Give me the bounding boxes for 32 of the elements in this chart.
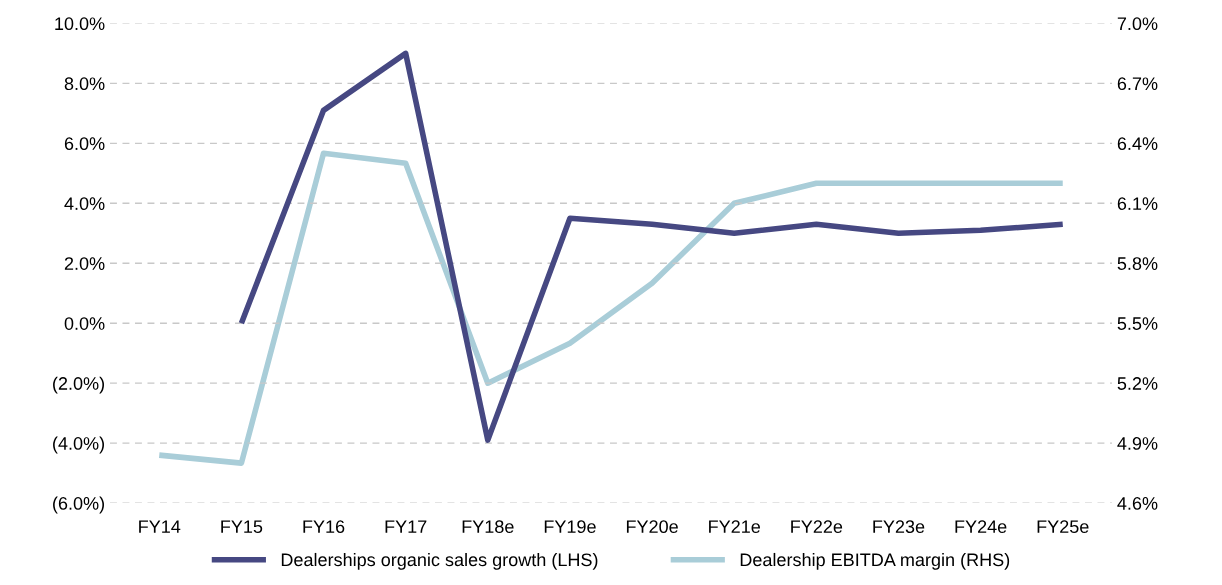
x-tick-label: FY22e xyxy=(791,520,843,534)
y-tick-label: (6.0%) xyxy=(53,496,104,514)
y2-tick-label: 5.5% xyxy=(1117,317,1158,330)
x-tick-label: FY15 xyxy=(221,520,263,534)
legend-label: Dealerships organic sales growth (LHS) xyxy=(281,552,598,570)
x-tick-label: FY19e xyxy=(544,520,596,534)
y-tick-label: 8.0% xyxy=(64,77,105,91)
y-tick-label: 10.0% xyxy=(55,17,105,31)
y-tick-label: 4.0% xyxy=(64,197,105,211)
x-tick-label: FY17 xyxy=(385,520,427,533)
y2-tick-label: 4.6% xyxy=(1117,497,1158,510)
y2-tick-label: 7.0% xyxy=(1117,17,1158,31)
y2-tick-label: 6.7% xyxy=(1117,77,1158,91)
y-tick-label: 6.0% xyxy=(64,137,105,151)
y2-tick-label: 6.1% xyxy=(1117,197,1158,211)
x-tick-label: FY23e xyxy=(873,520,925,534)
y-tick-label: (4.0%) xyxy=(53,436,104,454)
legend-label: Dealership EBITDA margin (RHS) xyxy=(740,552,1010,570)
y2-tick-label: 5.8% xyxy=(1117,257,1158,270)
y-tick-label: 0.0% xyxy=(64,317,105,330)
y2-tick-label: 4.9% xyxy=(1117,437,1158,450)
x-tick-label: FY18e xyxy=(462,520,514,534)
y-tick-label: 2.0% xyxy=(64,257,105,270)
x-tick-label: FY21e xyxy=(709,520,760,534)
y2-tick-label: 6.4% xyxy=(1117,137,1158,151)
y2-tick-label: 5.2% xyxy=(1117,377,1158,390)
x-tick-label: FY24e xyxy=(955,520,1007,534)
x-tick-label: FY25e xyxy=(1037,520,1089,534)
x-tick-label: FY16 xyxy=(303,520,345,534)
x-tick-label: FY14 xyxy=(139,520,181,533)
x-tick-label: FY20e xyxy=(626,520,678,534)
y-tick-label: (2.0%) xyxy=(53,376,104,394)
